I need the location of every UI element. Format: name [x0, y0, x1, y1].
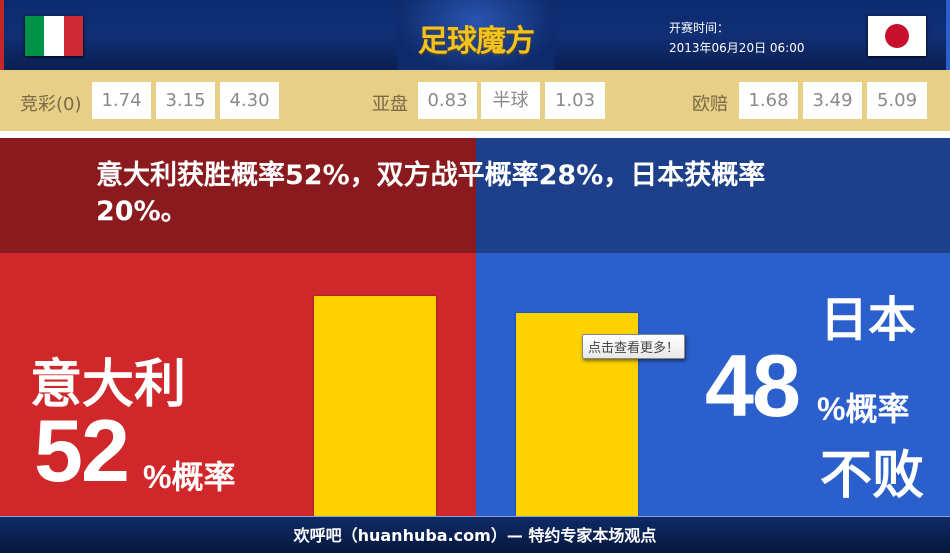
divider	[0, 131, 950, 138]
kickoff-label: 开赛时间：	[669, 21, 730, 35]
odds-value: 1.68	[739, 82, 798, 119]
home-probability-bar	[314, 296, 436, 516]
headline: 意大利获胜概率52%，双方战平概率28%，日本获概率20%。	[96, 160, 766, 227]
odds-value: 1.03	[545, 82, 605, 119]
odds-value: 3.49	[803, 82, 862, 119]
odds-value: 0.83	[418, 82, 477, 119]
away-team-name: 日本	[820, 294, 917, 347]
home-team-name: 意大利	[30, 356, 187, 414]
japan-flag-icon	[868, 16, 926, 56]
odds-bar: 竞彩(0) 1.74 3.15 4.30 亚盘 0.83 半球 1.03 欧赔 …	[0, 70, 950, 131]
odds-value: 半球	[481, 82, 540, 119]
home-percent: 52	[34, 401, 130, 500]
jingcai-label: 竞彩(0)	[20, 94, 82, 115]
home-percent-unit: %概率	[143, 459, 236, 495]
asian-label: 亚盘	[372, 94, 408, 115]
tooltip: 点击查看更多！	[582, 334, 686, 359]
headline-bg-home	[0, 138, 476, 253]
away-percent: 48	[705, 336, 801, 435]
european-label: 欧赔	[692, 94, 728, 115]
odds-value: 4.30	[220, 82, 279, 119]
logo: 足球魔方	[418, 24, 535, 59]
away-percent-unit: %概率	[817, 391, 910, 427]
italy-flag-icon	[25, 16, 83, 56]
kickoff-time: 2013年06月20日 06:00	[669, 41, 805, 55]
odds-value: 3.15	[156, 82, 215, 119]
odds-value: 5.09	[867, 82, 927, 119]
logo-box: 足球魔方	[397, 0, 555, 70]
headline-bg-away	[476, 138, 950, 253]
odds-value: 1.74	[92, 82, 151, 119]
footer[interactable]: 欢呼吧（huanhuba.com）— 特约专家本场观点	[0, 516, 950, 553]
away-outcome: 不败	[820, 447, 925, 505]
